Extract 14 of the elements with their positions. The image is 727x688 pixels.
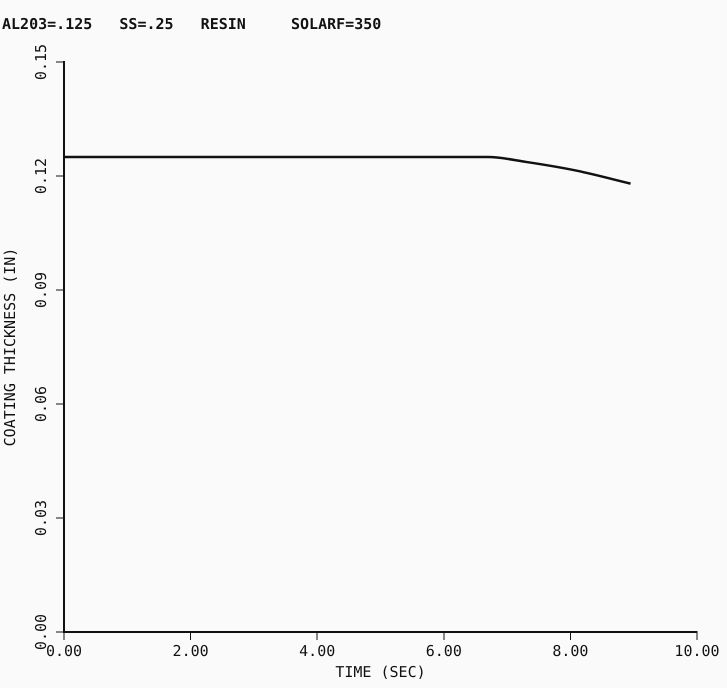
y-tick-label: 0.15 (32, 44, 50, 80)
y-tick-label: 0.12 (32, 158, 50, 194)
y-tick-label: 0.03 (32, 500, 50, 536)
x-axis-title: TIME (SEC) (335, 662, 426, 681)
x-tick-label: 0.00 (46, 642, 82, 660)
y-tick-label: 0.09 (32, 272, 50, 308)
y-axis-title: COATING THICKNESS (IN) (0, 248, 19, 446)
x-tick-label: 6.00 (426, 642, 462, 660)
x-tick-label: 2.00 (172, 642, 209, 660)
x-tick-label: 8.00 (552, 642, 588, 660)
x-tick-label: 10.00 (674, 642, 720, 660)
chart-title: AL203=.125 SS=.25 RESIN SOLARF=350 (2, 14, 382, 33)
y-tick-label: 0.06 (32, 386, 50, 422)
x-tick-label: 4.00 (299, 642, 336, 660)
